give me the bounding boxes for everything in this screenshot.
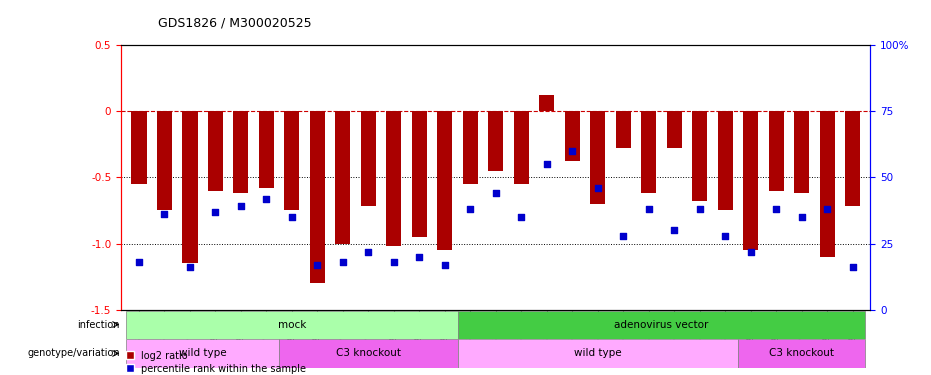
- Bar: [126, 310, 457, 339]
- Bar: [279, 339, 457, 368]
- Bar: [590, 111, 605, 204]
- Point: [718, 232, 733, 238]
- Point: [463, 206, 478, 212]
- Point: [234, 204, 249, 210]
- Bar: [284, 111, 300, 210]
- Text: GDS1826 / M300020525: GDS1826 / M300020525: [158, 17, 312, 30]
- Point: [667, 227, 681, 233]
- Point: [412, 254, 426, 260]
- Text: adenovirus vector: adenovirus vector: [614, 320, 708, 330]
- Point: [743, 249, 758, 255]
- Bar: [718, 111, 733, 210]
- Point: [794, 214, 809, 220]
- Bar: [845, 111, 860, 207]
- Text: genotype/variation: genotype/variation: [28, 348, 120, 358]
- Bar: [692, 111, 708, 201]
- Point: [615, 232, 630, 238]
- Point: [514, 214, 529, 220]
- Point: [208, 209, 223, 215]
- Bar: [182, 111, 197, 263]
- Point: [259, 195, 274, 201]
- Bar: [819, 111, 835, 257]
- Point: [489, 190, 504, 196]
- Point: [335, 259, 350, 265]
- Bar: [126, 339, 279, 368]
- Legend: log2 ratio, percentile rank within the sample: log2 ratio, percentile rank within the s…: [126, 351, 306, 374]
- Point: [131, 259, 146, 265]
- Point: [539, 161, 554, 167]
- Bar: [438, 111, 452, 250]
- Bar: [131, 111, 146, 184]
- Bar: [667, 111, 681, 148]
- Point: [693, 206, 708, 212]
- Text: C3 knockout: C3 knockout: [769, 348, 834, 358]
- Bar: [457, 339, 738, 368]
- Point: [284, 214, 299, 220]
- Bar: [310, 111, 325, 283]
- Bar: [386, 111, 401, 246]
- Bar: [488, 111, 504, 171]
- Bar: [539, 95, 554, 111]
- Bar: [615, 111, 631, 148]
- Bar: [259, 111, 274, 188]
- Point: [565, 148, 580, 154]
- Point: [361, 249, 376, 255]
- Bar: [743, 111, 759, 250]
- Text: wild type: wild type: [573, 348, 622, 358]
- Point: [590, 185, 605, 191]
- Bar: [335, 111, 350, 244]
- Bar: [794, 111, 809, 193]
- Bar: [768, 111, 784, 190]
- Bar: [457, 310, 866, 339]
- Point: [157, 211, 172, 217]
- Bar: [412, 111, 427, 237]
- Bar: [463, 111, 478, 184]
- Text: infection: infection: [77, 320, 120, 330]
- Bar: [360, 111, 376, 207]
- Point: [819, 206, 834, 212]
- Text: mock: mock: [277, 320, 306, 330]
- Bar: [514, 111, 529, 184]
- Bar: [233, 111, 249, 193]
- Point: [310, 262, 325, 268]
- Bar: [208, 111, 223, 190]
- Point: [386, 259, 401, 265]
- Text: C3 knockout: C3 knockout: [336, 348, 401, 358]
- Bar: [738, 339, 866, 368]
- Point: [641, 206, 656, 212]
- Point: [182, 264, 197, 270]
- Bar: [156, 111, 172, 210]
- Point: [845, 264, 860, 270]
- Bar: [641, 111, 656, 193]
- Point: [438, 262, 452, 268]
- Text: wild type: wild type: [179, 348, 226, 358]
- Point: [769, 206, 784, 212]
- Bar: [564, 111, 580, 162]
